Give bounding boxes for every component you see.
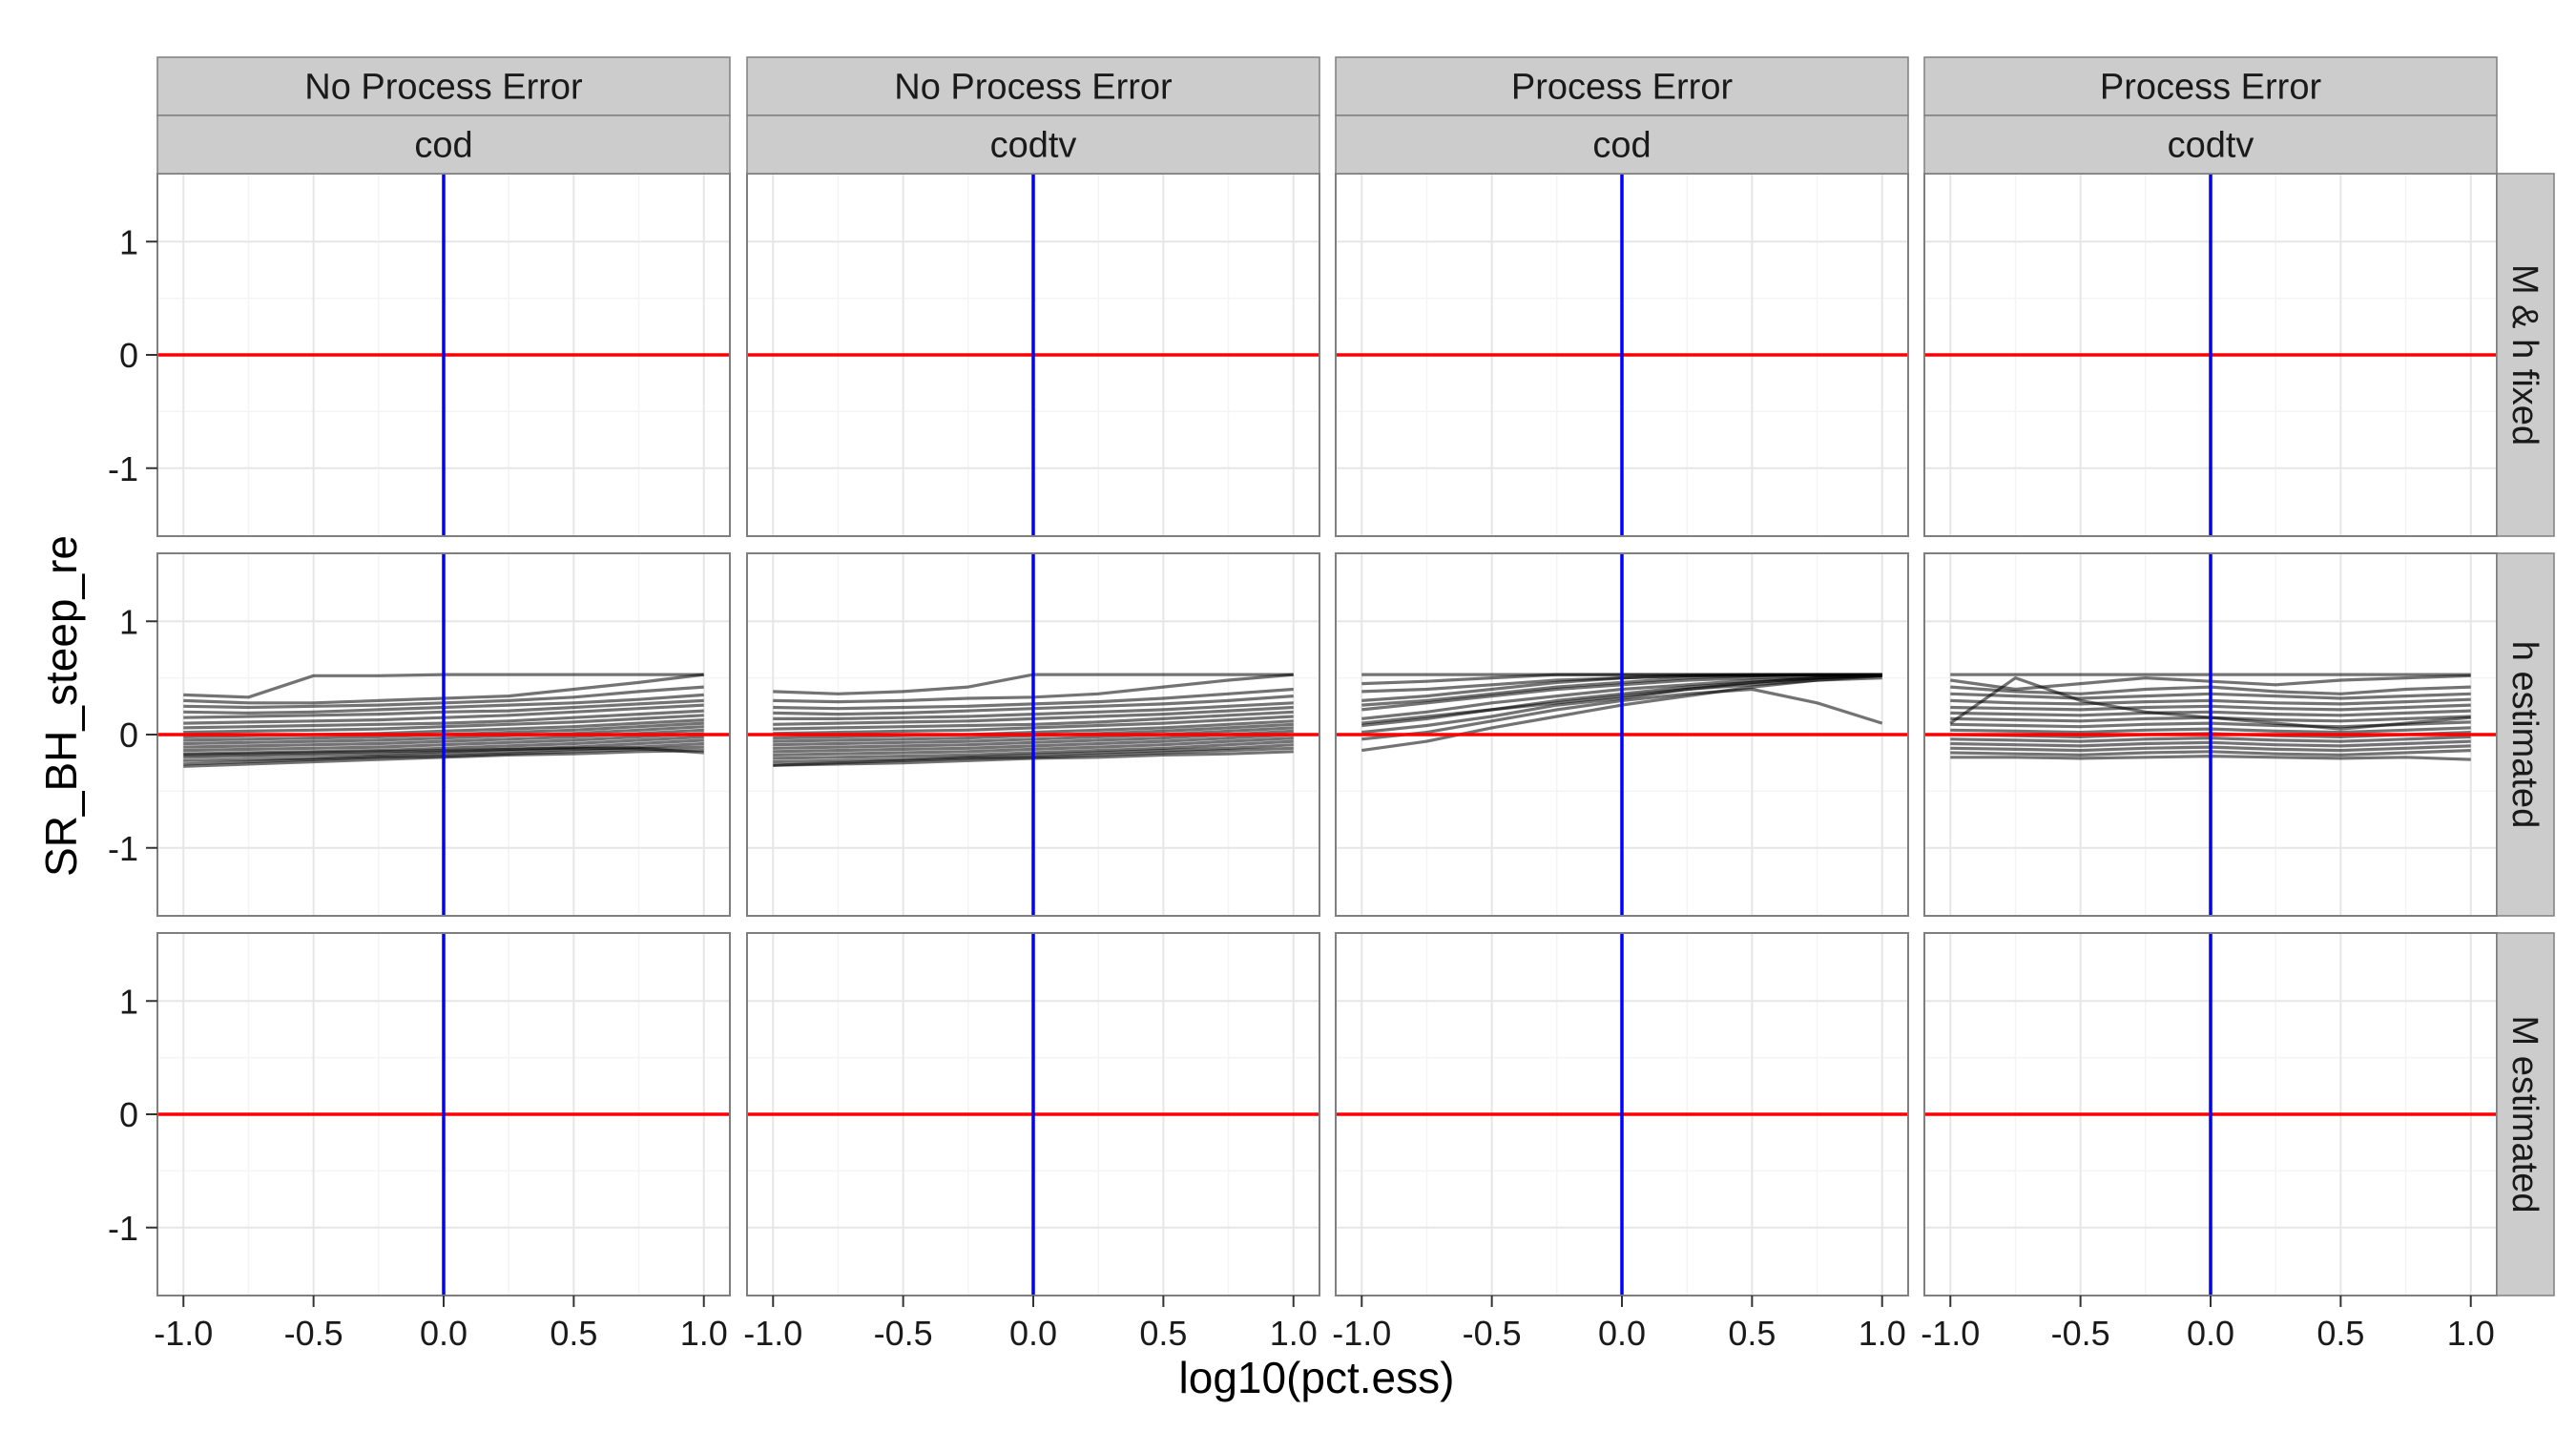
- column-strip-bottom-label: codtv: [2168, 126, 2254, 166]
- column-strip-top-background: [746, 56, 1320, 116]
- y-tick-label: 1: [119, 602, 138, 641]
- x-tick-label: 0.0: [1009, 1314, 1057, 1353]
- facet-strips: No Process Error cod No Process Error codtv…: [156, 56, 2555, 1296]
- column-strip-bottom-background: [746, 114, 1320, 175]
- row-strip-label-m-estimated: M estimated: [2504, 1016, 2545, 1213]
- column-strip-top-background: [1335, 56, 1909, 116]
- x-tick-label: 1.0: [680, 1314, 728, 1353]
- row-strip-background-m-h-fixed: [2496, 173, 2555, 537]
- column-strip-bottom-label: codtv: [990, 126, 1077, 166]
- column-strip-top-background: [156, 56, 731, 116]
- panel-h-estimated-no-process-error-codtv-border: [746, 552, 1320, 917]
- x-tick-label: 0.0: [1598, 1314, 1646, 1353]
- x-axis-title: log10(pct.ess): [1179, 1353, 1455, 1402]
- x-tick-label: -0.5: [2051, 1314, 2110, 1353]
- column-strip-top-label: Process Error: [2100, 68, 2322, 108]
- x-tick-label: 0.5: [1139, 1314, 1187, 1353]
- y-tick-label: -1: [108, 829, 138, 868]
- column-strip-bottom-background: [1335, 114, 1909, 175]
- x-tick-label: 1.0: [1270, 1314, 1318, 1353]
- x-tick-label: -1.0: [1921, 1314, 1980, 1353]
- column-strip-bottom-background: [1923, 114, 2498, 175]
- panel-h-estimated-process-error-cod-border: [1335, 552, 1909, 917]
- y-axis-title: SR_BH_steep_re: [36, 535, 86, 877]
- x-tick-label: 1.0: [1859, 1314, 1906, 1353]
- column-strip-top-label: No Process Error: [894, 68, 1173, 108]
- y-tick-label: 1: [119, 222, 138, 261]
- column-strip-bottom-background: [156, 114, 731, 175]
- y-tick-label: 0: [119, 716, 138, 755]
- y-tick-label: 1: [119, 982, 138, 1021]
- column-strip-bottom-label: cod: [1592, 126, 1651, 166]
- x-tick-label: -1.0: [154, 1314, 213, 1353]
- x-tick-label: -0.5: [1463, 1314, 1522, 1353]
- row-strip-background-m-estimated: [2496, 932, 2555, 1296]
- column-strip-top-background: [1923, 56, 2498, 116]
- column-strip-bottom-label: cod: [414, 126, 472, 166]
- y-tick-label: -1: [108, 449, 138, 488]
- x-tick-label: 0.5: [2316, 1314, 2364, 1353]
- y-tick-label: 0: [119, 1095, 138, 1134]
- x-tick-label: 0.0: [2187, 1314, 2234, 1353]
- x-tick-label: -0.5: [284, 1314, 343, 1353]
- row-strip-background-h-estimated: [2496, 552, 2555, 917]
- x-tick-label: -0.5: [874, 1314, 933, 1353]
- column-strip-top-label: Process Error: [1511, 68, 1734, 108]
- x-tick-label: 0.0: [420, 1314, 467, 1353]
- x-tick-label: 0.5: [550, 1314, 597, 1353]
- reference-lines: [157, 174, 2497, 1296]
- column-strip-top-label: No Process Error: [304, 68, 583, 108]
- axes: -1 0 1 -1 0 1 -1 0 1 -1.0 -0.5 0.0 0.5 1.0 -1.0 -0.5 0.0…: [108, 222, 2495, 1353]
- x-tick-label: -1.0: [1332, 1314, 1391, 1353]
- y-tick-label: -1: [108, 1209, 138, 1248]
- row-strip-label-m-h-fixed: M & h fixed: [2504, 264, 2545, 446]
- x-tick-label: 0.5: [1728, 1314, 1776, 1353]
- x-tick-label: -1.0: [743, 1314, 802, 1353]
- row-strip-label-h-estimated: h estimated: [2504, 641, 2545, 828]
- x-tick-label: 1.0: [2447, 1314, 2495, 1353]
- y-tick-label: 0: [119, 336, 138, 375]
